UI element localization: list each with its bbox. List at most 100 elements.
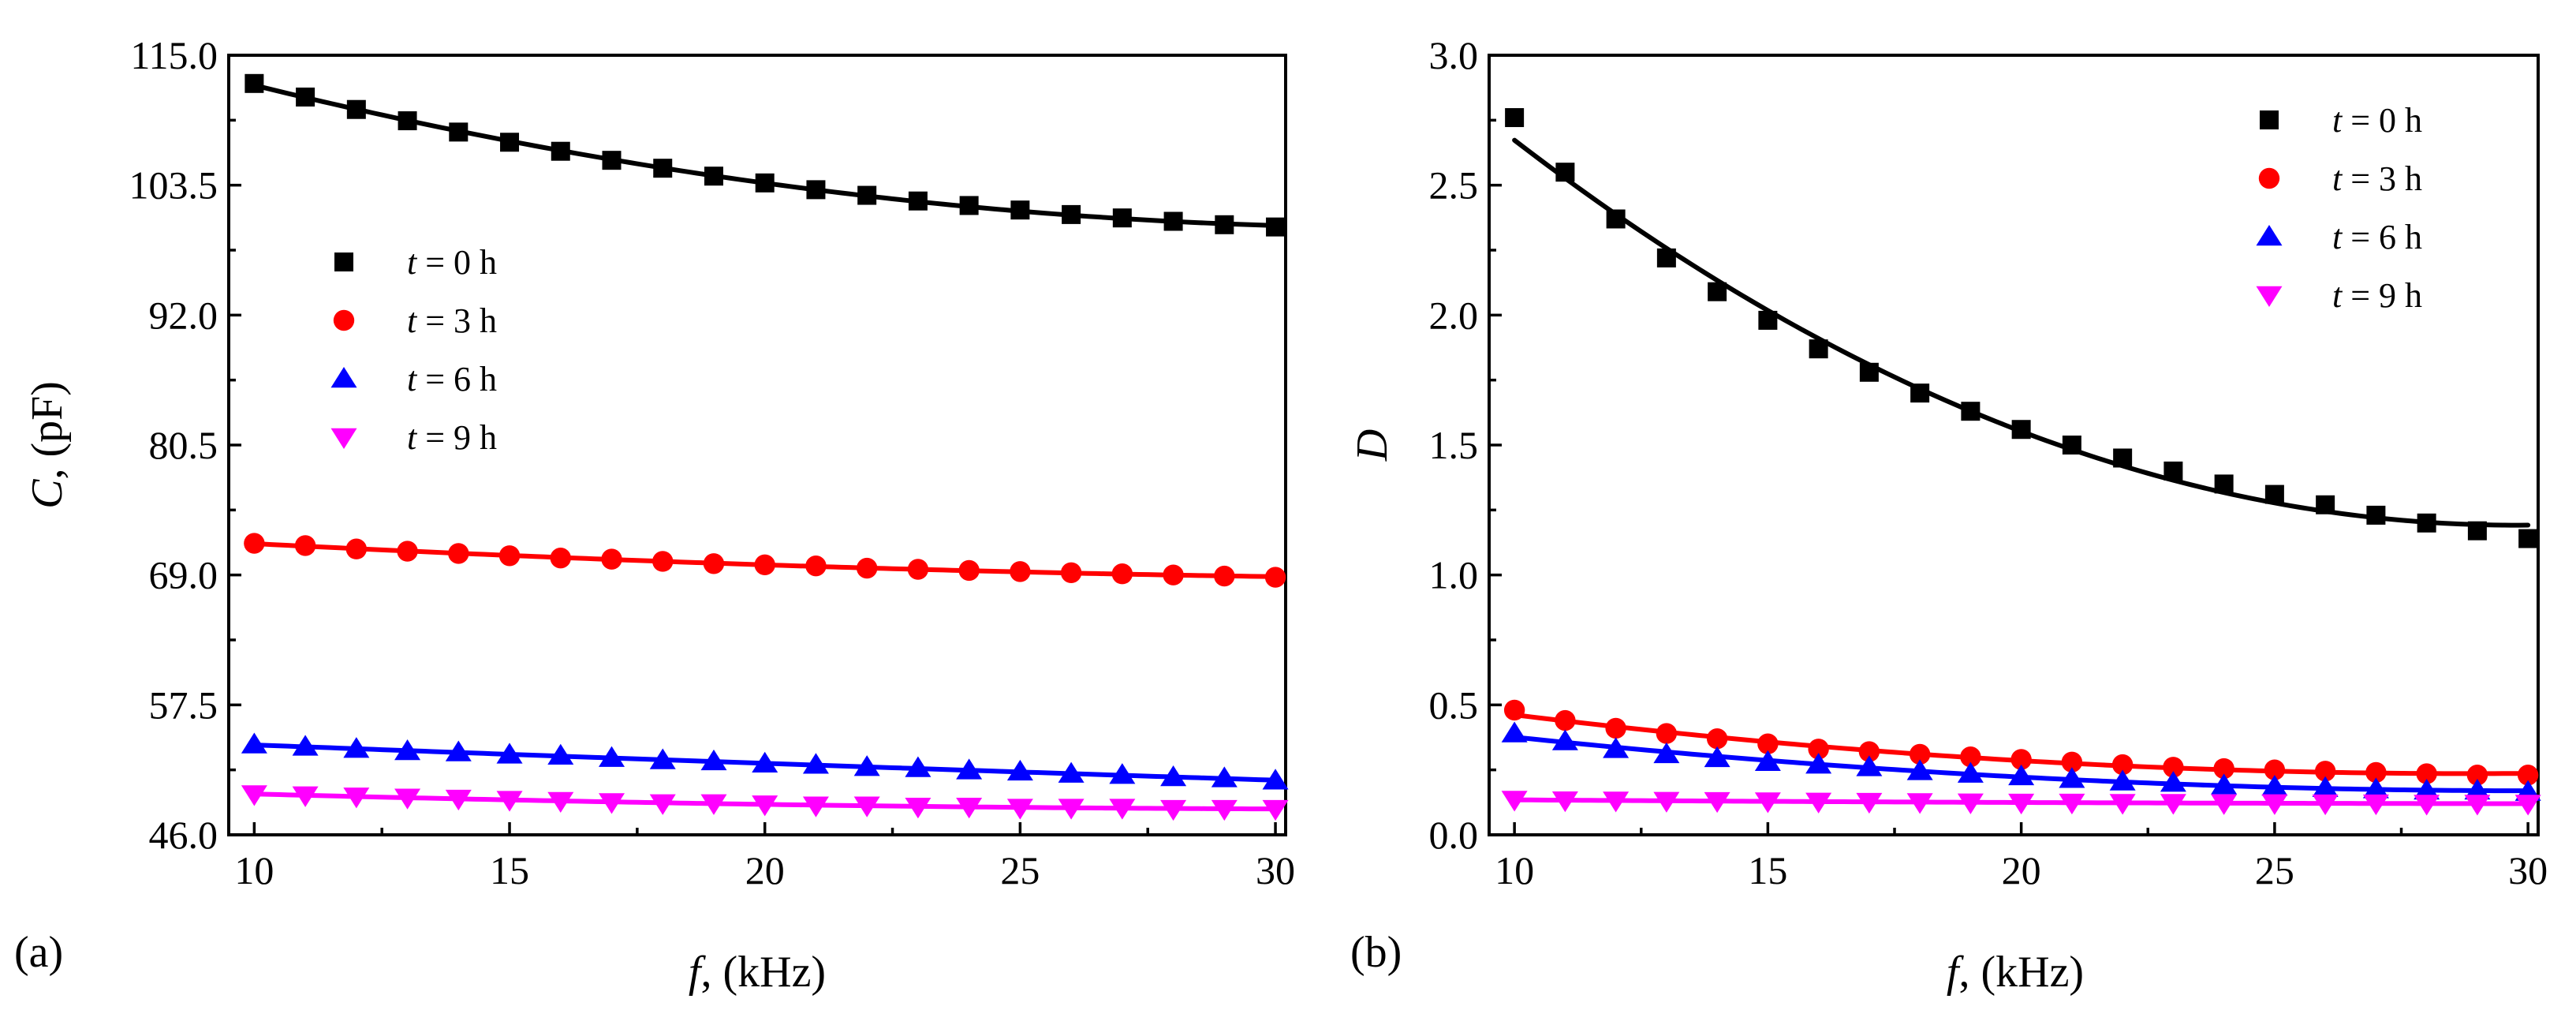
data-point — [2316, 495, 2335, 514]
data-point — [853, 796, 880, 817]
legend-marker — [330, 428, 357, 449]
data-point — [2517, 765, 2539, 786]
data-point — [1160, 765, 1187, 787]
legend-label-rest: = 6 h — [416, 360, 497, 398]
x-tick-label: 10 — [1495, 848, 1534, 892]
data-point — [1058, 761, 1085, 783]
data-point — [856, 557, 878, 579]
legend-marker — [330, 367, 357, 388]
data-point — [857, 185, 877, 205]
series-t-0-h — [1505, 108, 2538, 548]
data-point — [1262, 769, 1289, 790]
legend-label: t = 9 h — [407, 418, 497, 457]
data-point — [2211, 773, 2238, 795]
data-point — [244, 533, 265, 554]
data-point — [2312, 794, 2339, 816]
y-tick-label: 69.0 — [149, 553, 218, 597]
data-point — [700, 794, 727, 815]
data-point — [1551, 729, 1578, 750]
data-point — [1957, 793, 1984, 814]
data-point — [2261, 775, 2288, 796]
data-point — [958, 559, 980, 582]
data-point — [602, 151, 622, 170]
data-point — [2008, 793, 2035, 815]
data-point — [1758, 310, 1778, 330]
data-point — [1859, 362, 1879, 382]
data-point — [1757, 733, 1779, 754]
y-tick-label: 2.0 — [1429, 293, 1479, 337]
data-point — [1910, 383, 1930, 403]
data-point — [2010, 749, 2032, 770]
data-point — [445, 740, 472, 761]
data-point — [2008, 764, 2035, 786]
data-point — [1704, 746, 1730, 768]
data-point — [2061, 751, 2083, 772]
legend-marker — [2258, 167, 2280, 189]
legend-label-variable: t — [407, 360, 418, 398]
series-t-3-h — [244, 533, 1286, 588]
data-point — [2109, 794, 2136, 815]
data-point — [1501, 721, 1528, 743]
data-point — [1606, 209, 1626, 229]
data-point — [1505, 108, 1525, 128]
data-point — [1653, 742, 1680, 764]
data-point — [241, 732, 267, 754]
data-point — [241, 785, 267, 806]
legend-marker — [2256, 286, 2283, 307]
data-point — [2160, 794, 2186, 815]
data-point — [1058, 799, 1085, 820]
data-point — [2059, 793, 2085, 815]
legend-label-rest: = 9 h — [2342, 276, 2422, 315]
data-point — [1109, 763, 1136, 784]
legend-label-variable: t — [2332, 159, 2343, 198]
legend-marker — [334, 253, 353, 271]
legend-label-rest: = 0 h — [416, 243, 497, 282]
legend-label-variable: t — [2332, 276, 2343, 315]
series-t-6-h — [1501, 721, 2541, 801]
legend-label: t = 9 h — [2332, 276, 2422, 315]
data-point — [2464, 795, 2491, 816]
data-point — [1503, 699, 1525, 721]
data-point — [1906, 759, 1933, 780]
data-point — [905, 797, 931, 819]
x-tick-label: 15 — [490, 848, 529, 892]
data-point — [500, 133, 520, 152]
legend-label-variable: t — [2332, 101, 2343, 140]
data-point — [2059, 767, 2085, 788]
data-point — [2414, 795, 2440, 816]
data-point — [1605, 717, 1626, 739]
data-point — [806, 180, 826, 200]
data-point — [649, 748, 676, 769]
data-point — [802, 753, 829, 774]
legend-label-variable: t — [407, 301, 418, 340]
data-point — [1858, 741, 1880, 762]
legend-label: t = 6 h — [407, 360, 497, 398]
y-axis-title-variable: D — [1348, 429, 1397, 462]
data-point — [959, 196, 979, 215]
data-point — [956, 797, 983, 819]
data-point — [346, 99, 366, 119]
data-point — [394, 788, 421, 810]
series-t-6-h — [241, 732, 1289, 790]
data-point — [2211, 794, 2238, 815]
y-tick-label: 46.0 — [149, 813, 218, 857]
data-point — [752, 795, 778, 817]
data-point — [1010, 200, 1030, 220]
data-point — [1909, 743, 1931, 765]
data-point — [2414, 779, 2440, 800]
data-point — [2362, 777, 2389, 799]
legend-label-rest: = 6 h — [2342, 218, 2422, 256]
data-point — [1211, 766, 1238, 787]
data-point — [1656, 723, 1678, 744]
data-point — [2518, 529, 2538, 548]
data-point — [498, 545, 521, 567]
data-point — [1808, 739, 1829, 760]
data-point — [245, 73, 264, 93]
data-point — [2011, 420, 2031, 440]
data-point — [1603, 791, 1630, 813]
data-point — [2416, 763, 2437, 784]
legend-label-rest: = 3 h — [2342, 159, 2422, 198]
data-point — [2514, 795, 2541, 816]
data-point — [1957, 761, 1984, 783]
